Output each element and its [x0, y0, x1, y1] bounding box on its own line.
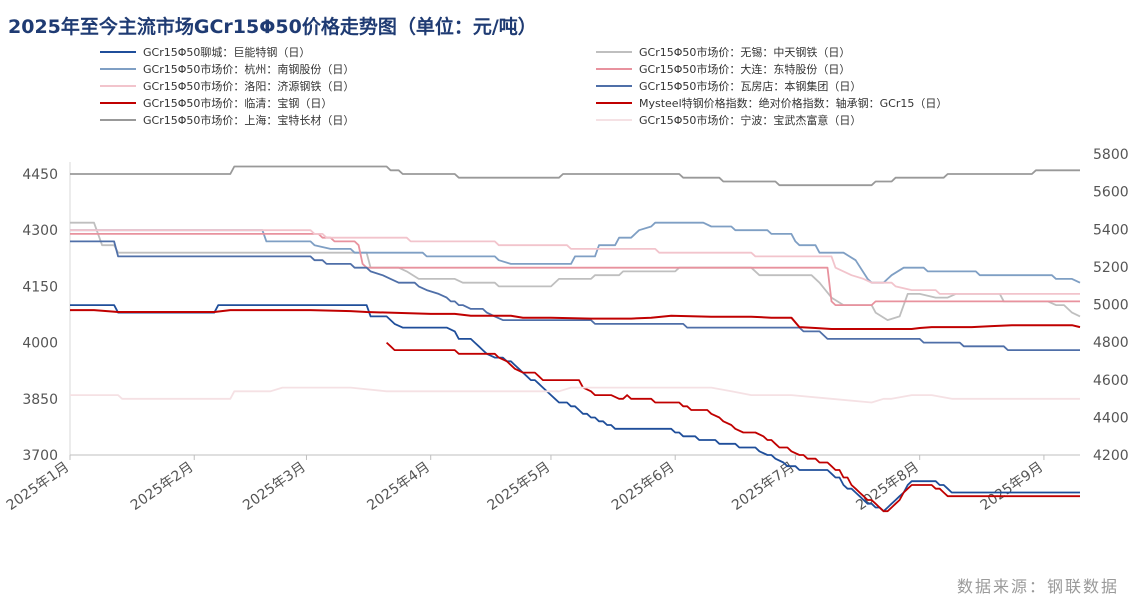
x-tick-label: 2025年6月 [609, 459, 678, 514]
left-tick-label: 3700 [22, 448, 58, 464]
left-tick-label: 4450 [22, 167, 58, 183]
right-tick-label: 5200 [1093, 260, 1129, 276]
left-tick-label: 4150 [22, 279, 58, 295]
legend-entry: Mysteel特钢价格指数：绝对价格指数：轴承钢：GCr15（日） [639, 96, 947, 110]
left-tick-label: 4000 [22, 336, 58, 352]
right-tick-label: 4200 [1093, 448, 1129, 464]
right-tick-label: 4400 [1093, 410, 1129, 426]
right-tick-label: 5800 [1093, 147, 1129, 163]
series-line-5 [70, 229, 1080, 295]
right-tick-label: 5000 [1093, 298, 1129, 314]
legend-entry: GCr15Φ50市场价：大连：东特股份（日） [639, 62, 850, 76]
data-source: 数据来源：钢联数据 [956, 577, 1119, 596]
series-line-6 [70, 240, 1080, 352]
right-tick-label: 4600 [1093, 373, 1129, 389]
chart-title: 2025年至今主流市场GCr15Φ50价格走势图（单位：元/吨） [8, 16, 537, 38]
right-tick-label: 5600 [1093, 185, 1129, 201]
x-tick-label: 2025年4月 [364, 459, 433, 514]
legend-entry: GCr15Φ50市场价：瓦房店：本钢集团（日） [639, 79, 861, 93]
legend-entry: GCr15Φ50市场价：无锡：中天钢铁（日） [639, 45, 850, 59]
left-tick-label: 3850 [22, 392, 58, 408]
series-line-7 [385, 341, 1080, 513]
x-tick-label: 2025年7月 [729, 459, 798, 514]
left-tick-label: 4300 [22, 223, 58, 239]
x-tick-label: 2025年3月 [240, 459, 309, 514]
series-line-8 [70, 309, 1081, 330]
x-tick-label: 2025年8月 [853, 459, 922, 514]
legend-entry: GCr15Φ50市场价：洛阳：济源钢铁（日） [143, 79, 354, 93]
series-line-10 [70, 386, 1080, 404]
legend-entry: GCr15Φ50聊城：巨能特钢（日） [143, 45, 310, 59]
series-line-3 [70, 221, 1081, 284]
legend-entry: GCr15Φ50市场价：宁波：宝武杰富意（日） [639, 113, 861, 127]
x-tick-label: 2025年2月 [128, 459, 197, 514]
legend-entry: GCr15Φ50市场价：杭州：南钢股份（日） [143, 62, 354, 76]
x-tick-label: 2025年9月 [978, 459, 1047, 514]
right-tick-label: 5400 [1093, 222, 1129, 238]
series-line-4 [70, 232, 1080, 307]
series-line-1 [70, 304, 1080, 513]
x-tick-label: 2025年5月 [485, 459, 554, 514]
x-tick-label: 2025年1月 [4, 459, 73, 514]
right-tick-label: 4800 [1093, 335, 1129, 351]
legend-entry: GCr15Φ50市场价：上海：宝特长材（日） [143, 113, 354, 127]
legend-entry: GCr15Φ50市场价：临清：宝钢（日） [143, 96, 332, 110]
series-line-9 [70, 165, 1080, 187]
